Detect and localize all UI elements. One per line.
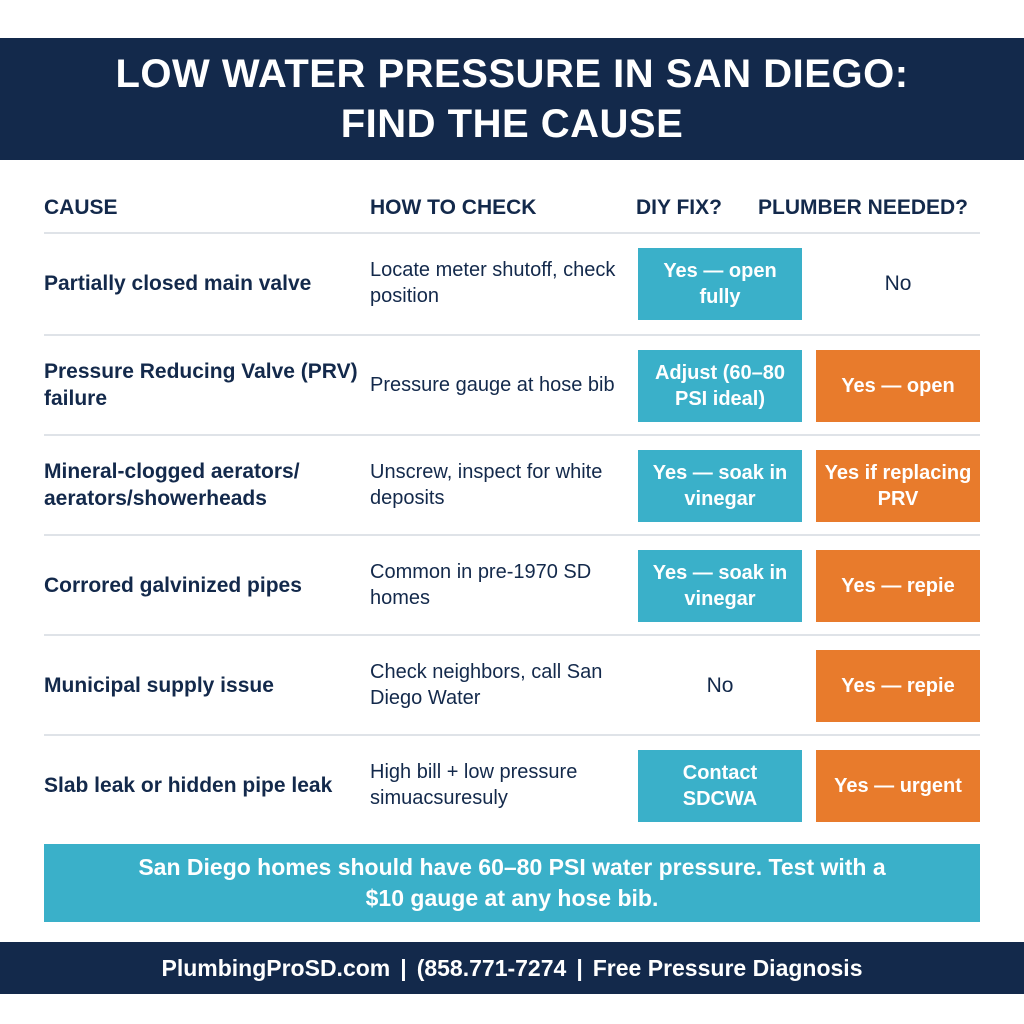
plumber-needed-badge: Yes — repie xyxy=(816,550,980,622)
table-row: Slab leak or hidden pipe leak High bill … xyxy=(44,734,980,834)
cause-cell: Corrored galvinized pipes xyxy=(44,573,302,597)
plumber-needed-badge: Yes — open xyxy=(816,350,980,422)
table-row: Pressure Reducing Valve (PRV) failure Pr… xyxy=(44,334,980,434)
cause-cell: Mineral-clogged aerators/ aerators/showe… xyxy=(44,460,300,510)
page-title-line-1: LOW WATER PRESSURE IN SAN DIEGO: xyxy=(115,52,909,96)
how-to-check-cell: Locate meter shutoff, check position xyxy=(370,259,616,307)
website-link[interactable]: PlumbingProSD.com xyxy=(161,954,391,981)
table-row: Partially closed main valve Locate meter… xyxy=(44,232,980,332)
column-header-cause: CAUSE xyxy=(44,196,118,219)
how-to-check-cell: Check neighbors, call San Diego Water xyxy=(370,661,603,709)
pressure-tip-text: San Diego homes should have 60–80 PSI wa… xyxy=(138,854,886,911)
column-header-how-to-check: HOW TO CHECK xyxy=(370,196,537,219)
cause-cell: Partially closed main valve xyxy=(44,271,312,295)
plumber-needed-cell: No xyxy=(884,272,912,295)
how-to-check-cell: High bill + low pressure simuacsuresuly xyxy=(370,761,578,809)
phone-number[interactable]: (858.771-7274 xyxy=(416,954,567,981)
plumber-needed-badge: Yes — urgent xyxy=(816,750,980,822)
plumber-needed-badge: Yes — repie xyxy=(816,650,980,722)
cause-cell: Slab leak or hidden pipe leak xyxy=(44,773,333,797)
diy-fix-badge: Yes — soak in vinegar xyxy=(638,550,802,622)
cause-cell: Pressure Reducing Valve (PRV) failure xyxy=(44,360,358,410)
pressure-tip-banner: San Diego homes should have 60–80 PSI wa… xyxy=(44,844,980,922)
plumber-needed-badge: Yes if replacing PRV xyxy=(816,450,980,522)
diy-fix-cell: No xyxy=(706,674,734,697)
diy-fix-badge: Yes — soak in vinegar xyxy=(638,450,802,522)
table-row: Municipal supply issue Check neighbors, … xyxy=(44,634,980,734)
page-title-line-2: FIND THE CAUSE xyxy=(340,102,684,146)
footer-bar: PlumbingProSD.com | (858.771-7274 | Free… xyxy=(0,942,1024,994)
footer-separator: | xyxy=(576,954,583,981)
diy-fix-badge: Yes — open fully xyxy=(638,248,802,320)
how-to-check-cell: Common in pre-1970 SD homes xyxy=(370,561,592,609)
cause-cell: Municipal supply issue xyxy=(44,673,274,697)
table-row: Corrored galvinized pipes Common in pre-… xyxy=(44,534,980,634)
diy-fix-badge: Contact SDCWA xyxy=(638,750,802,822)
table-header: CAUSE HOW TO CHECK DIY FIX? PLUMBER NEED… xyxy=(0,190,1024,226)
column-header-plumber-needed: PLUMBER NEEDED? xyxy=(758,196,969,219)
how-to-check-cell: Unscrew, inspect for white deposits xyxy=(370,461,603,509)
page-header: LOW WATER PRESSURE IN SAN DIEGO: FIND TH… xyxy=(0,38,1024,160)
column-header-diy-fix: DIY FIX? xyxy=(636,196,722,219)
footer-separator: | xyxy=(400,954,407,981)
free-diagnosis-offer: Free Pressure Diagnosis xyxy=(592,954,863,981)
diy-fix-badge: Adjust (60–80 PSI ideal) xyxy=(638,350,802,422)
how-to-check-cell: Pressure gauge at hose bib xyxy=(370,374,615,396)
table-row: Mineral-clogged aerators/ aerators/showe… xyxy=(44,434,980,534)
